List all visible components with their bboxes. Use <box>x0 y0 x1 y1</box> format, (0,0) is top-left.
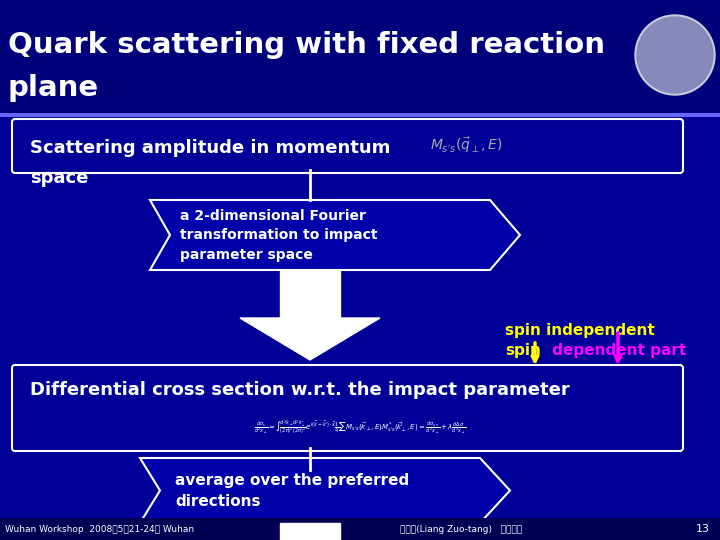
Polygon shape <box>150 200 520 270</box>
Polygon shape <box>280 270 340 318</box>
Text: a 2-dimensional Fourier
transformation to impact
parameter space: a 2-dimensional Fourier transformation t… <box>180 208 377 261</box>
Text: Quark scattering with fixed reaction: Quark scattering with fixed reaction <box>8 31 605 59</box>
FancyBboxPatch shape <box>12 365 683 451</box>
Text: $M_{s^\prime s}(\vec{q}_\perp, E)$: $M_{s^\prime s}(\vec{q}_\perp, E)$ <box>430 135 503 155</box>
Text: plane: plane <box>8 74 99 102</box>
Text: spin independent: spin independent <box>505 322 654 338</box>
Text: dependent part: dependent part <box>547 342 686 357</box>
Text: 13: 13 <box>696 524 710 534</box>
Circle shape <box>635 15 715 95</box>
Circle shape <box>637 17 713 93</box>
Text: 梁作堂(Liang Zuo-tang)   山东大学: 梁作堂(Liang Zuo-tang) 山东大学 <box>400 524 522 534</box>
Text: spin: spin <box>505 342 541 357</box>
FancyBboxPatch shape <box>0 518 720 540</box>
Text: $\frac{d\sigma_s}{d^2x_\perp}=\int\!\frac{d^2k_\perp d^2k^\prime_\perp}{(2\pi)^2: $\frac{d\sigma_s}{d^2x_\perp}=\int\!\fra… <box>254 419 466 437</box>
Text: Scattering amplitude in momentum: Scattering amplitude in momentum <box>30 139 390 157</box>
Polygon shape <box>240 318 380 360</box>
Polygon shape <box>140 458 510 523</box>
Polygon shape <box>280 523 340 540</box>
FancyBboxPatch shape <box>0 113 720 117</box>
Text: Differential cross section w.r.t. the impact parameter: Differential cross section w.r.t. the im… <box>30 381 570 399</box>
FancyBboxPatch shape <box>12 119 683 173</box>
FancyBboxPatch shape <box>0 0 720 115</box>
Text: space: space <box>30 169 89 187</box>
Text: Wuhan Workshop  2008年5月21-24日 Wuhan: Wuhan Workshop 2008年5月21-24日 Wuhan <box>5 524 194 534</box>
Text: average over the preferred
directions: average over the preferred directions <box>175 472 409 509</box>
